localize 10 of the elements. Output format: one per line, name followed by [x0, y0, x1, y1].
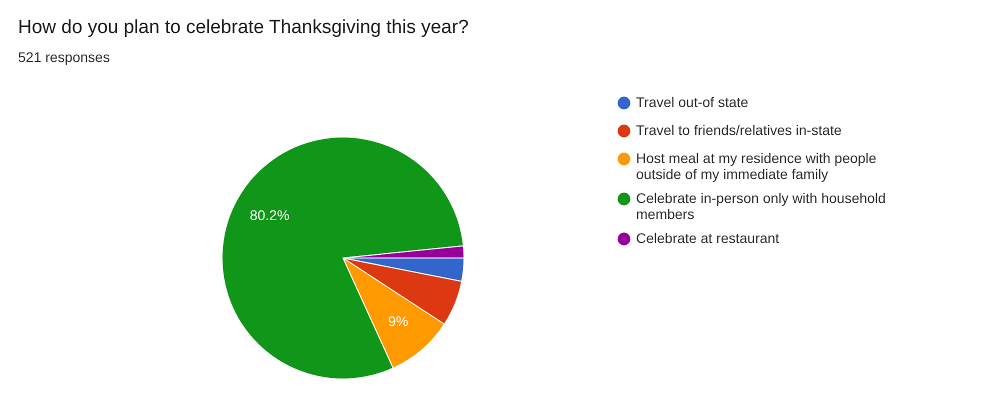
data-label: 80.2%	[250, 206, 290, 223]
legend-label: Celebrate in-person only with household members	[636, 190, 886, 222]
legend-label: Travel out-of state	[636, 94, 749, 110]
legend-label: Travel to friends/relatives in-state	[636, 122, 842, 138]
text: 521 responses	[18, 49, 110, 65]
pie-slice	[222, 136, 464, 380]
chart-title: How do you plan to celebrate Thanksgiving this year?	[18, 17, 469, 38]
data-label: 9%	[388, 313, 408, 330]
legend-label: Celebrate at restaurant	[636, 230, 780, 246]
legend-label: Host meal at my residence with people outside of my immediate family	[636, 150, 877, 182]
